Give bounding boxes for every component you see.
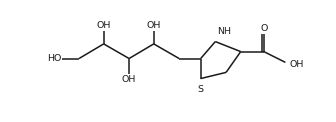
Text: OH: OH (289, 60, 304, 69)
Text: S: S (198, 86, 204, 94)
Text: OH: OH (122, 75, 136, 84)
Text: OH: OH (146, 21, 161, 30)
Text: NH: NH (217, 27, 231, 36)
Text: HO: HO (47, 54, 61, 63)
Text: O: O (260, 24, 267, 33)
Text: OH: OH (96, 21, 111, 30)
